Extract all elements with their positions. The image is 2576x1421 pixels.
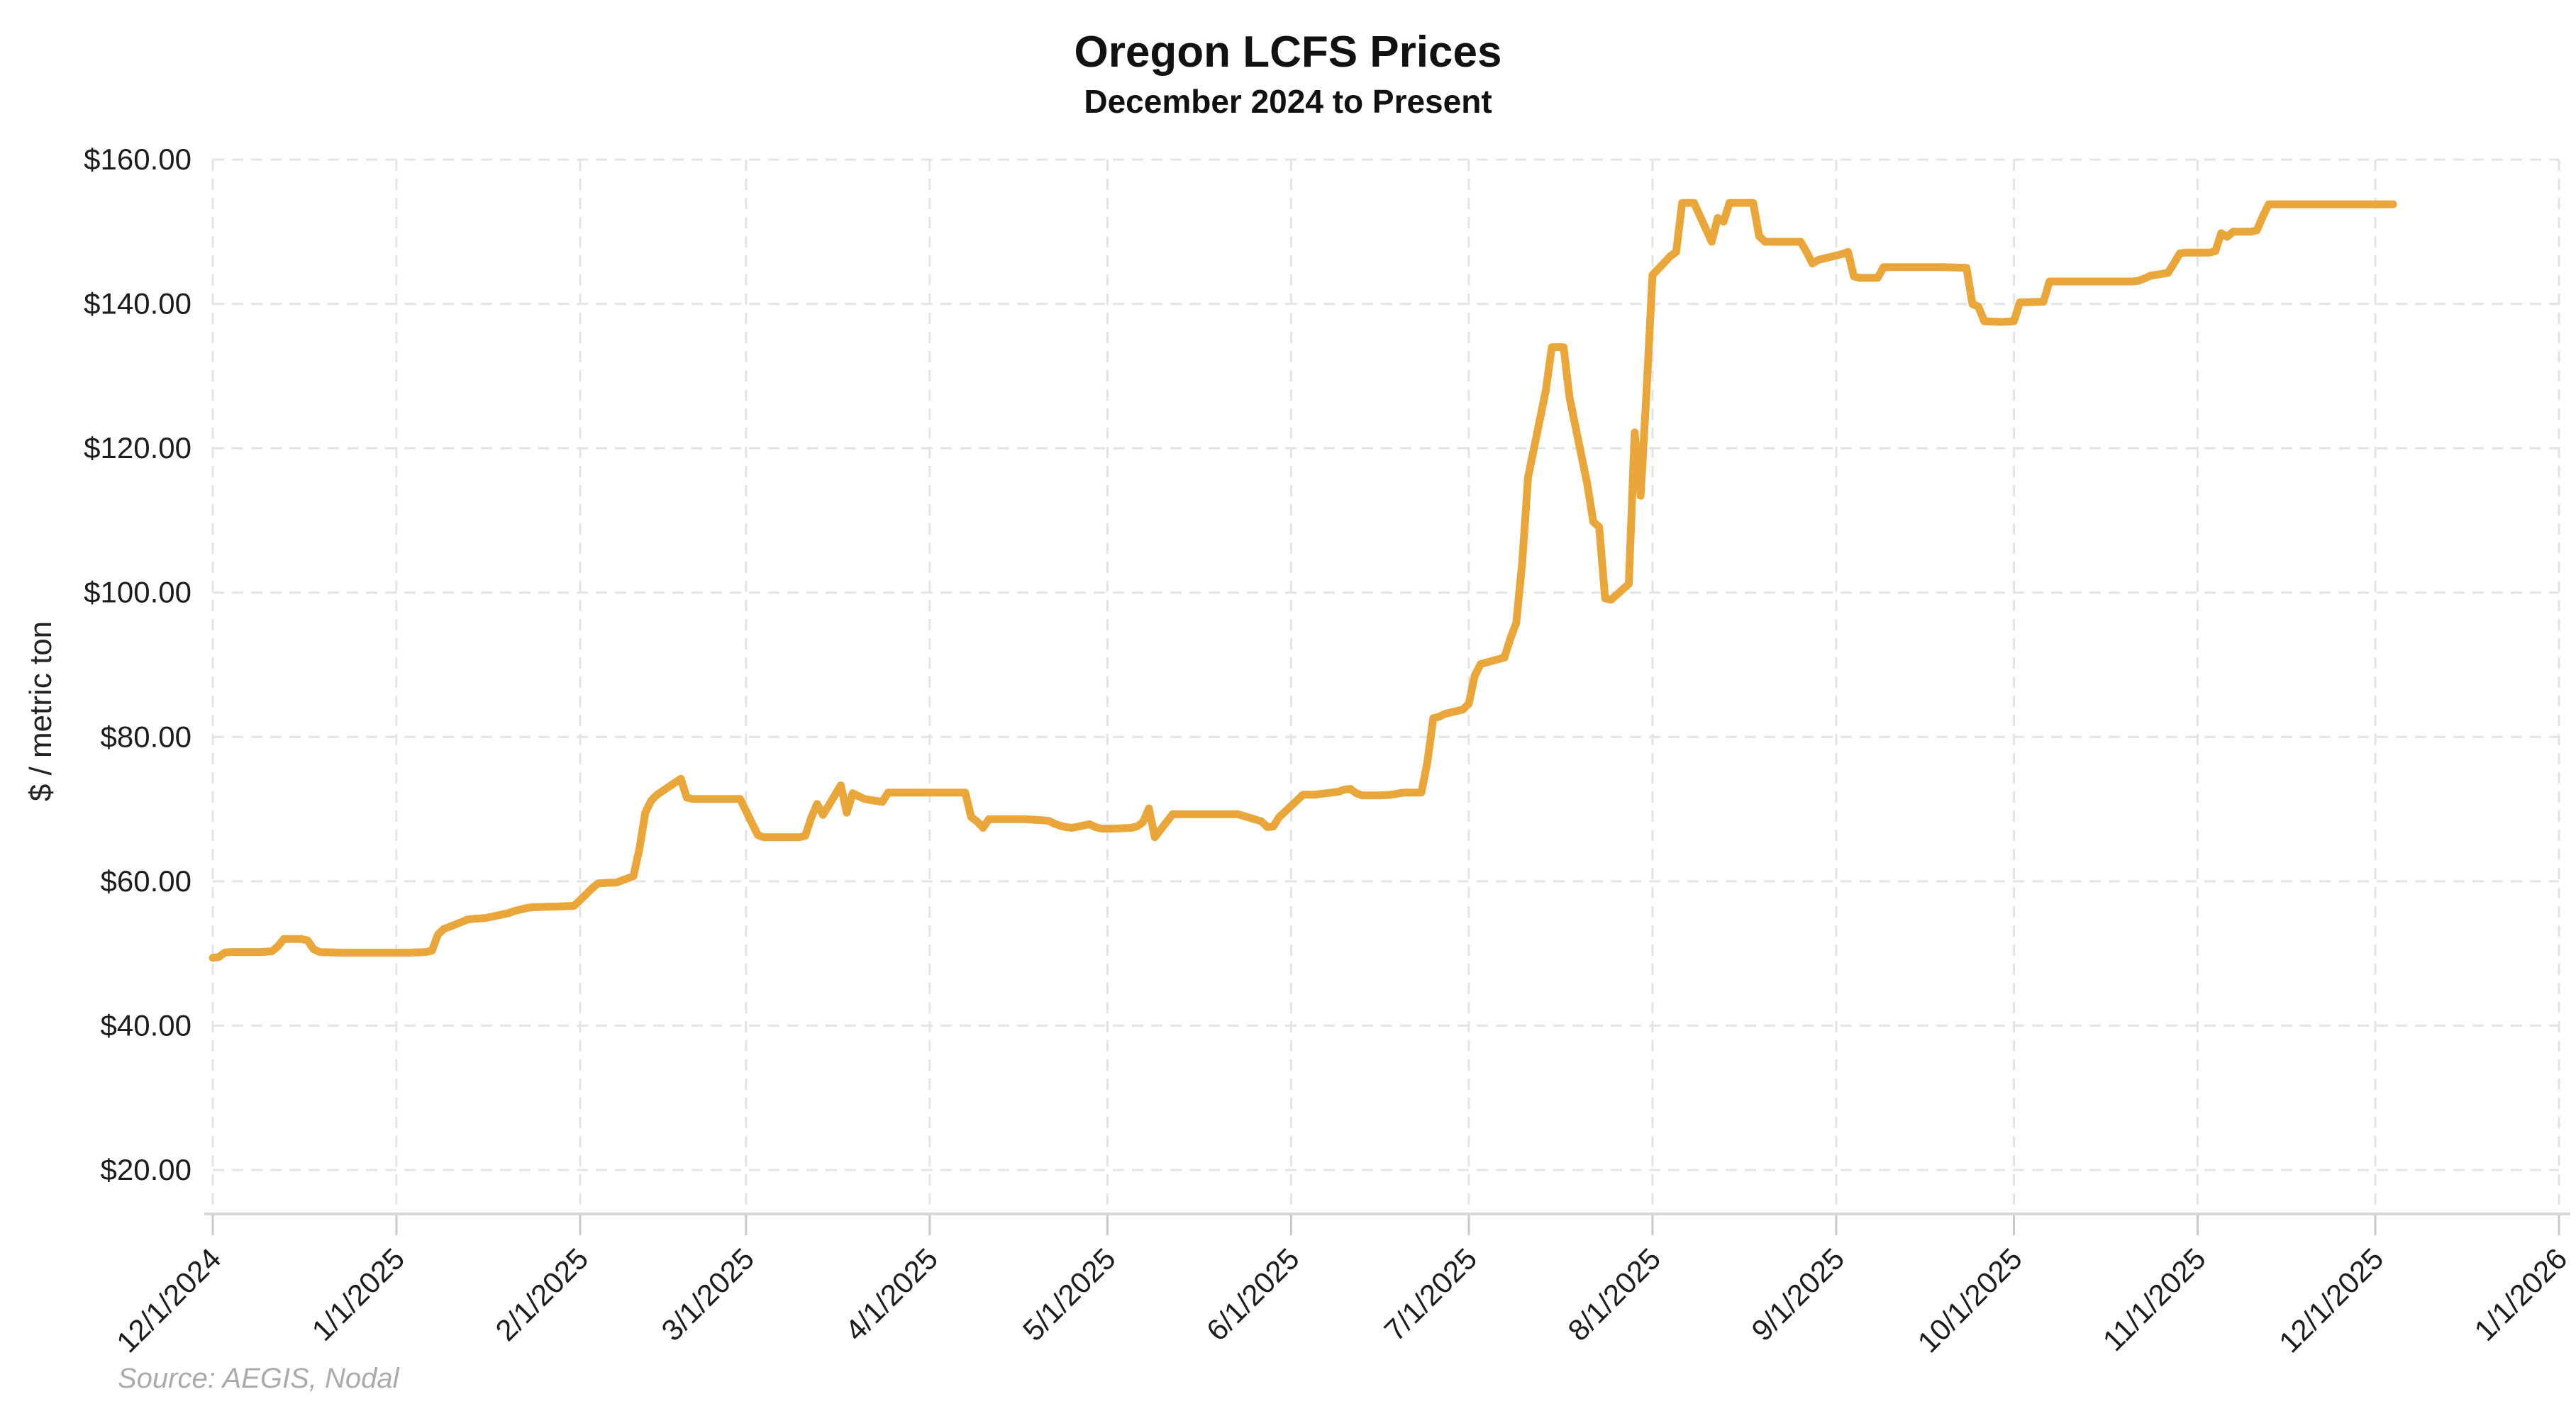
x-tick-label: 6/1/2025 xyxy=(1200,1242,1306,1347)
price-line xyxy=(209,199,2397,962)
y-tick-label: $40.00 xyxy=(101,1008,191,1042)
x-tick-label: 12/1/2024 xyxy=(110,1242,227,1359)
y-tick-label: $100.00 xyxy=(84,576,191,609)
x-tick-label: 11/1/2025 xyxy=(2097,1242,2212,1357)
axis-tick-labels: $20.00 $40.00 $60.00 $80.00 $100.00 $120.00 $1… xyxy=(84,143,2573,1359)
x-tick-label: 7/1/2025 xyxy=(1377,1242,1483,1347)
y-tick-label: $60.00 xyxy=(101,864,191,898)
x-tick-label: 12/1/2025 xyxy=(2272,1242,2389,1359)
x-tick-label: 4/1/2025 xyxy=(838,1242,944,1347)
x-tick-label: 3/1/2025 xyxy=(655,1242,760,1347)
y-tick-label: $80.00 xyxy=(101,720,191,753)
y-tick-label: $120.00 xyxy=(84,431,191,464)
chart-subtitle: December 2024 to Present xyxy=(1084,83,1492,120)
y-tick-label: $140.00 xyxy=(84,287,191,321)
y-tick-label: $20.00 xyxy=(101,1153,191,1186)
x-tick-label: 9/1/2025 xyxy=(1745,1242,1850,1347)
x-tick-label: 2/1/2025 xyxy=(489,1242,594,1347)
x-tick-label: 8/1/2025 xyxy=(1561,1242,1667,1347)
gridlines xyxy=(211,158,2560,1214)
y-tick-label: $160.00 xyxy=(84,143,191,176)
chart-title: Oregon LCFS Prices xyxy=(1074,28,1502,77)
x-tick-label: 10/1/2025 xyxy=(1911,1242,2028,1359)
x-tick-label: 1/1/2026 xyxy=(2468,1242,2574,1347)
x-axis xyxy=(204,1213,2570,1235)
source-note: Source: AEGIS, Nodal xyxy=(118,1363,399,1394)
x-tick-label: 5/1/2025 xyxy=(1016,1242,1122,1347)
x-tick-label: 1/1/2025 xyxy=(305,1242,411,1347)
price-line-series xyxy=(209,199,2397,962)
